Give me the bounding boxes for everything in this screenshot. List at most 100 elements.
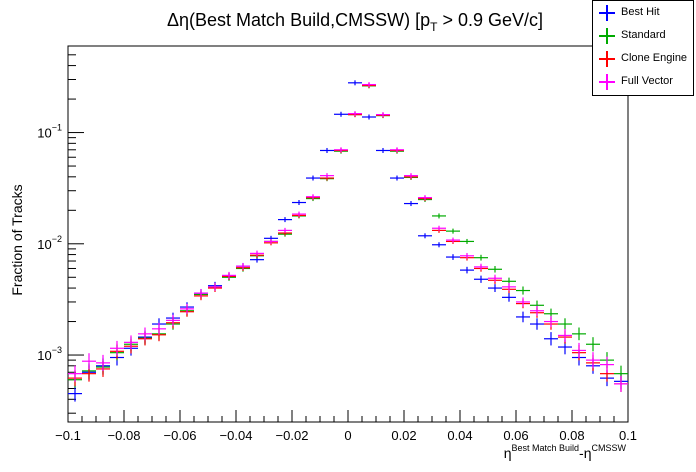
data-point xyxy=(320,147,334,153)
data-point xyxy=(432,225,446,231)
data-point xyxy=(572,327,586,341)
x-tick-label: −0.06 xyxy=(164,428,197,443)
data-point xyxy=(348,111,362,117)
data-point xyxy=(222,271,236,279)
legend-label: Clone Engine xyxy=(621,52,688,64)
data-point xyxy=(390,147,404,153)
data-point xyxy=(502,282,516,291)
x-axis-ticks: −0.1 −0.08 −0.06 −0.04 −0.02 0 0.02 0.04 0.06 0.0… xyxy=(55,410,637,443)
data-point xyxy=(586,352,600,369)
data-point xyxy=(432,213,446,219)
data-point xyxy=(474,254,488,261)
y-tick-label: 10−2 xyxy=(37,234,62,252)
data-point xyxy=(404,201,418,207)
data-point xyxy=(530,318,544,330)
data-point xyxy=(348,80,362,86)
data-point xyxy=(250,250,264,257)
data-point xyxy=(446,228,460,234)
data-point xyxy=(194,288,208,298)
x-tick-label: −0.04 xyxy=(220,428,253,443)
data-point xyxy=(558,318,572,330)
data-point xyxy=(82,353,96,370)
data-point xyxy=(236,262,250,270)
legend: Best Hit Standard Clone Engine Full Vect… xyxy=(592,0,694,96)
x-tick-label: −0.1 xyxy=(55,428,81,443)
x-tick-label: 0 xyxy=(344,428,351,443)
legend-marker-icon xyxy=(599,28,615,44)
data-point xyxy=(502,293,516,302)
x-axis-label: ηBest Match Build-ηCMSSW xyxy=(504,443,627,461)
legend-label: Full Vector xyxy=(621,75,673,87)
data-point xyxy=(376,147,390,153)
series-best-hit xyxy=(68,80,628,402)
data-point xyxy=(180,303,194,314)
legend-marker-icon xyxy=(599,5,615,21)
data-point xyxy=(264,238,278,244)
data-point xyxy=(306,175,320,181)
legend-marker-icon xyxy=(599,74,615,90)
data-point xyxy=(390,175,404,181)
data-point xyxy=(544,315,558,328)
data-point xyxy=(558,328,572,342)
legend-item-standard: Standard xyxy=(593,25,693,47)
data-point xyxy=(516,311,530,323)
data-point xyxy=(404,173,418,179)
data-point xyxy=(544,332,558,346)
data-point xyxy=(446,254,460,260)
x-tick-label: 0.1 xyxy=(619,428,637,443)
data-point xyxy=(460,238,474,244)
series-clone-engine xyxy=(68,82,628,392)
data-point xyxy=(278,217,292,223)
data-point xyxy=(376,112,390,118)
data-point xyxy=(68,385,82,402)
data-point xyxy=(460,266,474,274)
data-point xyxy=(446,237,460,243)
legend-marker-icon xyxy=(599,51,615,67)
x-tick-label: −0.02 xyxy=(276,428,309,443)
data-point xyxy=(488,274,502,282)
data-point xyxy=(96,354,110,371)
data-point xyxy=(516,286,530,295)
data-point xyxy=(460,252,474,259)
data-point xyxy=(516,297,530,307)
legend-label: Best Hit xyxy=(621,6,660,18)
data-point xyxy=(488,284,502,293)
chart-title: Δη(Best Match Build,CMSSW) [pT > 0.9 GeV… xyxy=(167,10,543,34)
data-point xyxy=(334,111,348,117)
data-point xyxy=(292,211,306,217)
data-point xyxy=(334,147,348,153)
data-point xyxy=(110,340,124,356)
x-tick-label: 0.04 xyxy=(447,428,472,443)
x-tick-label: 0.08 xyxy=(559,428,584,443)
series-standard xyxy=(68,83,628,388)
data-point xyxy=(362,114,376,120)
data-series xyxy=(68,80,628,402)
x-tick-label: 0.02 xyxy=(391,428,416,443)
legend-item-full-vector: Full Vector xyxy=(593,71,693,93)
plot-frame xyxy=(67,45,629,423)
legend-item-clone-engine: Clone Engine xyxy=(593,48,693,70)
data-point xyxy=(320,173,334,179)
legend-label: Standard xyxy=(621,29,666,41)
data-point xyxy=(488,266,502,273)
data-point xyxy=(292,200,306,206)
data-point xyxy=(306,194,320,200)
data-point xyxy=(418,195,432,201)
data-point xyxy=(68,365,82,382)
data-point xyxy=(432,242,446,248)
data-point xyxy=(124,335,138,350)
y-axis-label: Fraction of Tracks xyxy=(9,184,25,295)
y-tick-label: 10−1 xyxy=(37,123,62,141)
y-tick-label: 10−3 xyxy=(37,345,62,363)
data-point xyxy=(600,356,614,373)
data-point xyxy=(586,337,600,352)
x-tick-label: 0.06 xyxy=(503,428,528,443)
data-point xyxy=(166,314,180,326)
data-point xyxy=(474,275,488,283)
data-point xyxy=(362,82,376,88)
data-point xyxy=(474,263,488,271)
data-point xyxy=(138,327,152,341)
legend-item-best-hit: Best Hit xyxy=(593,2,693,24)
data-point xyxy=(278,227,292,233)
